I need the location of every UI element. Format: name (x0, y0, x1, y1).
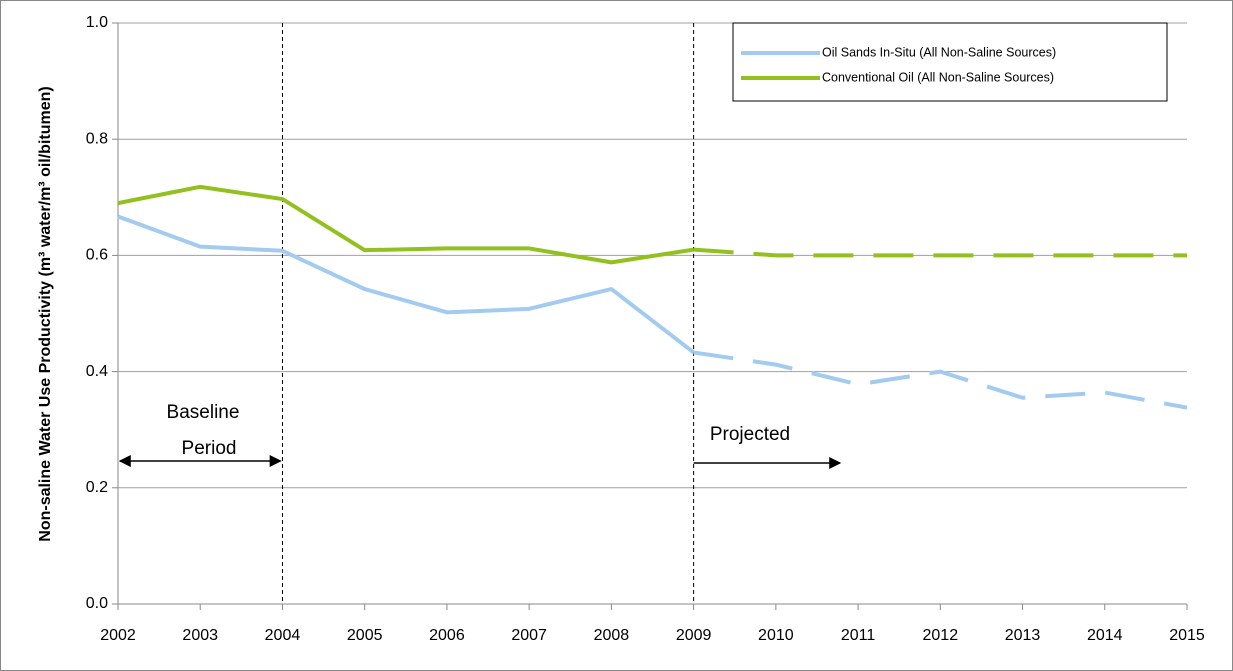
x-tick-label: 2010 (758, 627, 794, 644)
x-tick-label: 2005 (347, 627, 383, 644)
x-tick-label: 2015 (1169, 627, 1205, 644)
x-tick-label: 2011 (841, 627, 876, 644)
line-projected (693, 247, 1187, 258)
y-axis-label: Non-saline Water Use Productivity (m³ wa… (37, 86, 54, 541)
y-tick-label: 0.8 (86, 130, 108, 147)
annotation: Period (182, 438, 237, 459)
y-tick-label: 1.0 (86, 14, 108, 31)
line-actual (117, 184, 694, 265)
y-tick-label: 0.6 (86, 247, 108, 264)
legend-label: Conventional Oil (All Non-Saline Sources… (822, 70, 1054, 84)
x-tick-label: 2006 (429, 627, 465, 644)
x-tick-label: 2002 (100, 627, 136, 644)
x-tick-label: 2007 (511, 627, 547, 644)
legend-label: Oil Sands In-Situ (All Non-Saline Source… (822, 45, 1056, 59)
annotation: Projected (710, 424, 790, 445)
line-actual (117, 214, 695, 355)
x-tick-label: 2003 (182, 627, 218, 644)
x-tick-label: 2013 (1005, 627, 1041, 644)
annotation: Baseline (167, 402, 240, 423)
y-tick-label: 0.2 (86, 479, 108, 496)
x-tick-label: 2009 (676, 627, 712, 644)
y-tick-label: 0.0 (86, 595, 108, 612)
x-tick-label: 2012 (923, 627, 959, 644)
x-tick-label: 2004 (265, 627, 301, 644)
line-projected (693, 350, 1188, 410)
legend-box (732, 22, 1168, 102)
x-tick-label: 2014 (1087, 627, 1123, 644)
x-tick-label: 2008 (594, 627, 630, 644)
y-tick-label: 0.4 (86, 363, 108, 380)
